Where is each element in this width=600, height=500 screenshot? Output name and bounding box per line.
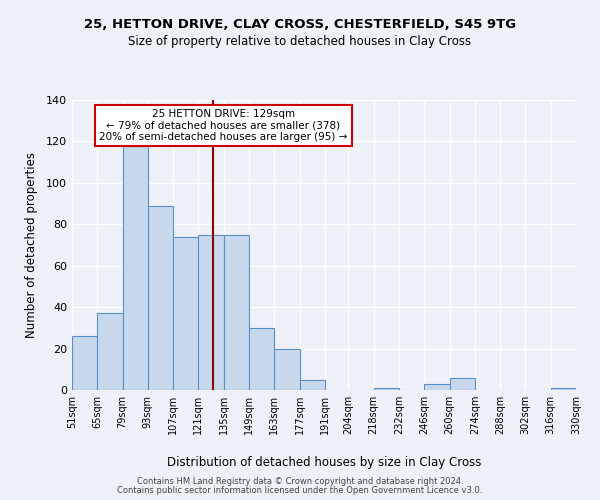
Bar [299,380,325,390]
Bar [148,206,173,390]
Text: Size of property relative to detached houses in Clay Cross: Size of property relative to detached ho… [128,35,472,48]
Text: Contains HM Land Registry data © Crown copyright and database right 2024.: Contains HM Land Registry data © Crown c… [137,477,463,486]
Bar [72,336,97,390]
Bar [97,314,122,390]
Bar [122,146,148,390]
Bar [424,384,449,390]
Bar [173,236,199,390]
Bar [224,234,249,390]
Bar [374,388,399,390]
Text: Contains public sector information licensed under the Open Government Licence v3: Contains public sector information licen… [118,486,482,495]
Bar [274,348,299,390]
Bar [199,234,224,390]
Bar [449,378,475,390]
Text: Distribution of detached houses by size in Clay Cross: Distribution of detached houses by size … [167,456,481,469]
Text: 25 HETTON DRIVE: 129sqm
← 79% of detached houses are smaller (378)
20% of semi-d: 25 HETTON DRIVE: 129sqm ← 79% of detache… [99,108,347,142]
Y-axis label: Number of detached properties: Number of detached properties [25,152,38,338]
Bar [249,328,274,390]
Bar [551,388,576,390]
Text: 25, HETTON DRIVE, CLAY CROSS, CHESTERFIELD, S45 9TG: 25, HETTON DRIVE, CLAY CROSS, CHESTERFIE… [84,18,516,30]
